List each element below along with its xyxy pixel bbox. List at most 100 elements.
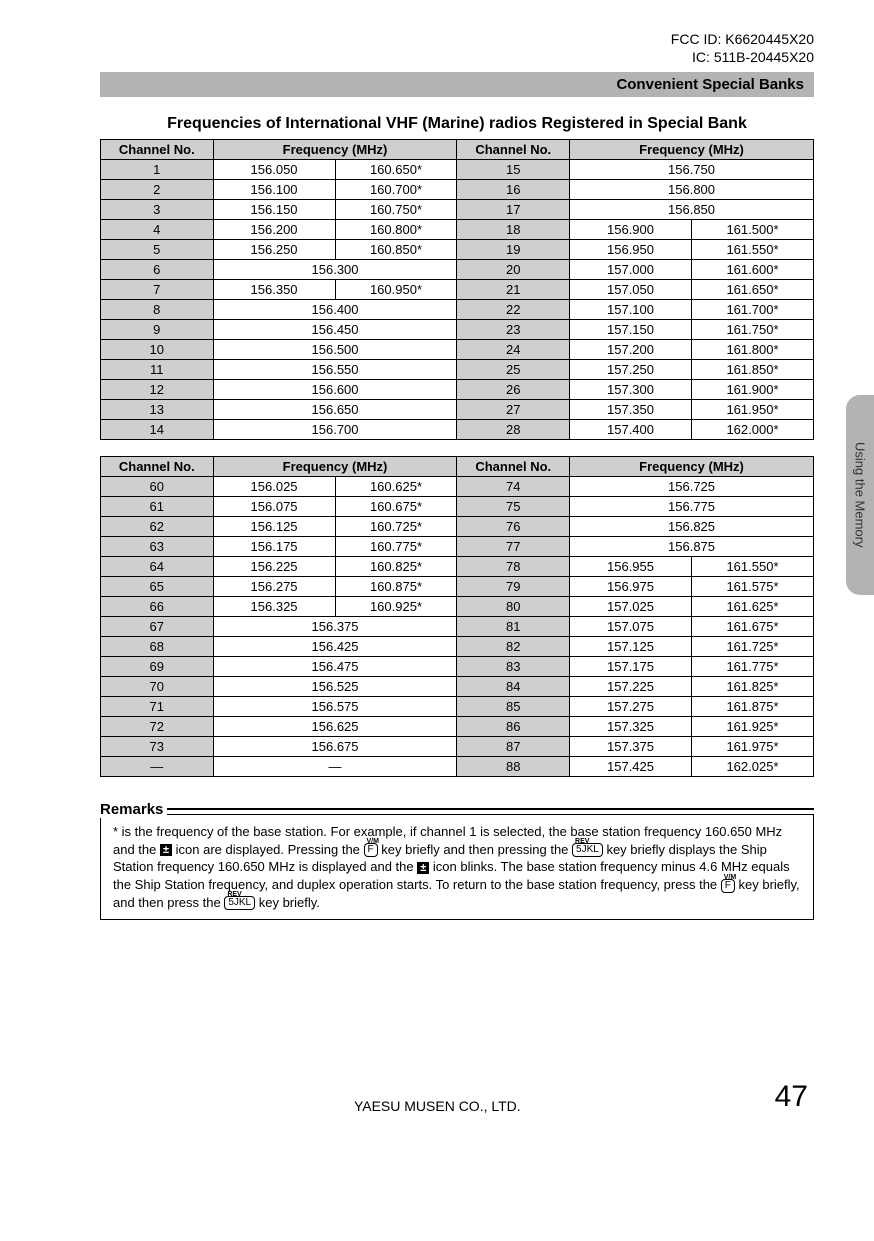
plus-minus-icon: ± [160,844,172,856]
remarks-divider [100,808,814,810]
freq-cell: 156.275 [213,577,335,597]
col-frequency: Frequency (MHz) [213,457,457,477]
freq-cell: 156.850 [570,200,814,220]
freq-cell: 156.955 [570,557,692,577]
channel-cell: 69 [101,657,214,677]
freq-cell: 160.800* [335,220,457,240]
channel-cell: 64 [101,557,214,577]
channel-cell: 7 [101,280,214,300]
channel-cell: 14 [101,420,214,440]
table-row: 7156.350160.950*21157.050161.650* [101,280,814,300]
freq-cell: 156.550 [213,360,457,380]
channel-cell: 73 [101,737,214,757]
freq-cell: 156.350 [213,280,335,300]
freq-cell: 156.050 [213,160,335,180]
channel-cell: 68 [101,637,214,657]
freq-cell: 161.600* [691,260,813,280]
freq-cell: 156.450 [213,320,457,340]
freq-cell: 156.625 [213,717,457,737]
channel-cell: 88 [457,757,570,777]
freq-cell: 157.050 [570,280,692,300]
table-row: 65156.275160.875*79156.975161.575* [101,577,814,597]
freq-cell: 157.150 [570,320,692,340]
f-key-icon: V/MF [721,879,735,893]
footer: YAESU MUSEN CO., LTD. 47 [100,1080,814,1114]
frequency-table-1: Channel No. Frequency (MHz) Channel No. … [100,139,814,440]
freq-cell: 157.425 [570,757,692,777]
channel-cell: 27 [457,400,570,420]
plus-minus-icon: ± [417,862,429,874]
page-number: 47 [775,1080,808,1114]
freq-cell: 156.100 [213,180,335,200]
table-row: 1156.050160.650*15156.750 [101,160,814,180]
channel-cell: 74 [457,477,570,497]
freq-cell: 157.175 [570,657,692,677]
table-row: 8156.40022157.100161.700* [101,300,814,320]
fcc-id: FCC ID: K6620445X20 [100,30,814,48]
ic-id: IC: 511B-20445X20 [100,48,814,66]
table-row: 14156.70028157.400162.000* [101,420,814,440]
table-row: 3156.150160.750*17156.850 [101,200,814,220]
freq-cell: 156.750 [570,160,814,180]
freq-cell: 156.675 [213,737,457,757]
freq-cell: 156.400 [213,300,457,320]
freq-cell: 160.850* [335,240,457,260]
channel-cell: 3 [101,200,214,220]
table-row: 13156.65027157.350161.950* [101,400,814,420]
table-row: 12156.60026157.300161.900* [101,380,814,400]
remarks-title: Remarks [96,801,167,818]
table-row: 2156.100160.700*16156.800 [101,180,814,200]
channel-cell: 78 [457,557,570,577]
table-row: 60156.025160.625*74156.725 [101,477,814,497]
freq-cell: 156.325 [213,597,335,617]
channel-cell: 82 [457,637,570,657]
channel-cell: 80 [457,597,570,617]
channel-cell: 12 [101,380,214,400]
remarks-section: Remarks * is the frequency of the base s… [100,793,814,920]
freq-cell: 161.550* [691,240,813,260]
table-header-row: Channel No. Frequency (MHz) Channel No. … [101,457,814,477]
channel-cell: 15 [457,160,570,180]
channel-cell: 67 [101,617,214,637]
channel-cell: 86 [457,717,570,737]
freq-cell: 161.575* [691,577,813,597]
freq-cell: 157.000 [570,260,692,280]
channel-cell: 13 [101,400,214,420]
channel-cell: 83 [457,657,570,677]
channel-cell: 62 [101,517,214,537]
freq-cell: 157.025 [570,597,692,617]
freq-cell: 156.475 [213,657,457,677]
freq-cell: 156.025 [213,477,335,497]
freq-cell: 160.725* [335,517,457,537]
col-frequency: Frequency (MHz) [570,140,814,160]
table-row: 67156.37581157.075161.675* [101,617,814,637]
freq-cell: 156.375 [213,617,457,637]
freq-cell: 156.975 [570,577,692,597]
freq-cell: 156.825 [570,517,814,537]
freq-cell: 160.775* [335,537,457,557]
channel-cell: 24 [457,340,570,360]
channel-cell: 21 [457,280,570,300]
freq-cell: 161.975* [691,737,813,757]
channel-cell: 75 [457,497,570,517]
freq-cell: 161.675* [691,617,813,637]
table-row: 68156.42582157.125161.725* [101,637,814,657]
freq-cell: 160.950* [335,280,457,300]
remarks-text: icon are displayed. Pressing the [176,842,364,857]
table-row: 72156.62586157.325161.925* [101,717,814,737]
company-name: YAESU MUSEN CO., LTD. [354,1098,521,1114]
channel-cell: 23 [457,320,570,340]
freq-cell: 160.625* [335,477,457,497]
table-row: 66156.325160.925*80157.025161.625* [101,597,814,617]
freq-cell: 161.850* [691,360,813,380]
channel-cell: 65 [101,577,214,597]
freq-cell: 157.300 [570,380,692,400]
channel-cell: 17 [457,200,570,220]
freq-cell: 161.550* [691,557,813,577]
page-content: FCC ID: K6620445X20 IC: 511B-20445X20 Co… [0,0,874,1134]
table-header-row: Channel No. Frequency (MHz) Channel No. … [101,140,814,160]
freq-cell: 156.875 [570,537,814,557]
page-title: Frequencies of International VHF (Marine… [100,115,814,133]
freq-cell: 156.075 [213,497,335,517]
freq-cell: 157.200 [570,340,692,360]
